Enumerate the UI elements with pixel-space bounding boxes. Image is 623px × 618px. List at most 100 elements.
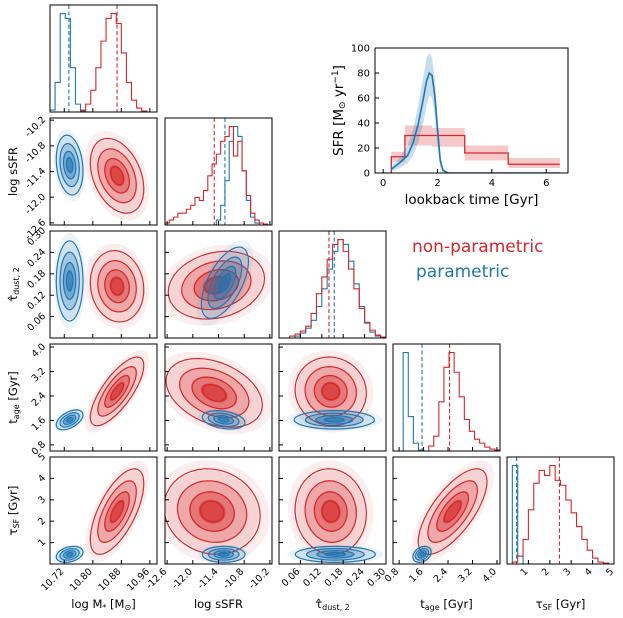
- contour-line-parametric: [55, 240, 84, 322]
- x-axis-label-logsSFR: log sSFR: [194, 597, 243, 611]
- contour-line-parametric: [201, 410, 246, 430]
- contour-line-nonparametric: [89, 468, 145, 555]
- contour-line-nonparametric: [110, 277, 125, 296]
- x-axis-label-tau-dust: τ̂dust, 2: [315, 597, 350, 612]
- y-tick-label: -10.8: [23, 140, 48, 165]
- contour-line-nonparametric: [97, 148, 137, 204]
- x-axis-label-tage: tage [Gyr]: [420, 597, 473, 612]
- sfh-nonparametric-band: [432, 128, 465, 147]
- contour-line-parametric: [59, 142, 80, 188]
- y-tick-label: 0.06: [25, 311, 48, 334]
- contour-line-nonparametric: [110, 382, 125, 401]
- contour-line-nonparametric: [110, 166, 125, 186]
- density-fill-parametric: [65, 269, 74, 293]
- x-tick-label: 0: [380, 178, 386, 189]
- x-tick-label: 2: [540, 566, 552, 578]
- contour-line-parametric: [65, 157, 74, 173]
- subscript: age: [12, 404, 21, 419]
- contour-line-nonparametric: [427, 480, 478, 543]
- sfh-series: [383, 53, 560, 173]
- density-fill-parametric: [218, 272, 232, 293]
- contour-line-parametric: [315, 414, 354, 425]
- contour-line-parametric: [55, 545, 84, 563]
- histogram-nonparametric: [50, 13, 157, 112]
- contour-panel-logsSFR-tauSF: -12.6 -12.0 -11.4 -10.8 -10.2: [144, 456, 273, 592]
- contour-line-parametric: [414, 547, 430, 561]
- contour-line-nonparametric: [104, 157, 130, 194]
- sfh-nonparametric-band: [508, 158, 560, 168]
- contour-panel-logM-logsSFR: -12.6-12.0-11.4-10.8-10.2: [23, 114, 158, 242]
- y-tick-label: 60: [357, 94, 370, 105]
- contour-line-parametric: [62, 550, 77, 559]
- label-part: [Gyr]: [6, 371, 20, 404]
- label-part: [Gyr]: [440, 597, 473, 611]
- axes-frame: [392, 343, 501, 452]
- contour-line-nonparametric: [191, 376, 237, 410]
- contour-line-nonparametric: [294, 356, 367, 427]
- histogram-parametric: [507, 465, 614, 564]
- histogram-parametric: [393, 352, 500, 451]
- contour-line-parametric: [65, 416, 74, 423]
- subscript: ⊙: [338, 101, 348, 109]
- contour-line-parametric: [419, 551, 425, 557]
- label-part: [M: [106, 597, 124, 611]
- x-tick-label: 10.88: [96, 566, 123, 593]
- contour-series: [286, 350, 383, 433]
- y-tick-label: 0: [364, 169, 370, 180]
- y-tick-label: 0.24: [25, 247, 48, 270]
- x-tick-label: -10.2: [247, 566, 272, 591]
- inset-background: [375, 48, 568, 173]
- x-tick-label: 1.6: [407, 566, 425, 584]
- axes-frame: [278, 230, 387, 339]
- panel-background: [507, 457, 614, 564]
- contour-line-nonparametric: [189, 491, 235, 532]
- contour-line-parametric: [65, 270, 74, 292]
- contour-line-nonparametric: [313, 374, 348, 408]
- y-axis-label-tage: tage [Gyr]: [6, 371, 21, 424]
- y-tick-label: 5: [36, 451, 48, 463]
- contour-line-parametric: [62, 261, 77, 301]
- contour-line-nonparametric: [89, 250, 145, 323]
- x-tick-label: 0.18: [323, 566, 346, 589]
- density-fill-parametric: [65, 417, 74, 423]
- label-part: yr: [331, 83, 347, 101]
- panel-background: [50, 344, 157, 451]
- contour-line-nonparametric: [167, 250, 266, 320]
- contour-line-parametric: [217, 417, 230, 423]
- contour-panel-tau_dust-tage: [278, 343, 387, 452]
- x-axis-label-logM: log M* [M⊙]: [71, 597, 135, 612]
- axes-frame: [278, 343, 387, 452]
- contour-line-parametric: [304, 412, 364, 428]
- contour-line-nonparametric: [176, 480, 248, 543]
- contour-line-parametric: [294, 545, 377, 563]
- corner-plot: 1 2 3 4 5-12.6-12.0-11.4-10.8-10.20.060.120.…: [6, 4, 616, 612]
- x-tick-label: 10.80: [68, 566, 95, 593]
- x-tick-label: 1: [518, 566, 530, 578]
- contour-line-nonparametric: [104, 374, 130, 408]
- x-tick-label: 2.4: [432, 566, 450, 584]
- histogram-panel-tage: [392, 343, 501, 452]
- histogram-panel-logM: [49, 4, 158, 113]
- histogram-series: [393, 344, 500, 451]
- x-tick-label: -11.4: [195, 566, 220, 591]
- subscript: SF: [12, 518, 21, 528]
- legend-parametric: parametric: [416, 262, 509, 282]
- x-axis-label: lookback time [Gyr]: [405, 192, 539, 208]
- contour-line-nonparametric: [97, 260, 137, 313]
- contour-line-nonparametric: [178, 367, 250, 419]
- contour-line-parametric: [213, 550, 235, 559]
- y-tick-label: 3: [36, 494, 48, 506]
- contour-line-parametric: [324, 417, 345, 423]
- contour-series: [53, 129, 150, 221]
- subscript: dust, 2: [322, 603, 350, 612]
- x-axis-label-tauSF: τSF [Gyr]: [536, 597, 586, 612]
- contour-line-nonparametric: [110, 500, 125, 523]
- contour-line-nonparametric: [89, 356, 145, 427]
- x-tick-label: 4.0: [481, 566, 499, 584]
- y-tick-label: 0.18: [25, 268, 48, 291]
- contour-series: [53, 460, 150, 564]
- histogram-nonparametric: [165, 126, 272, 225]
- contour-line-parametric: [316, 550, 355, 559]
